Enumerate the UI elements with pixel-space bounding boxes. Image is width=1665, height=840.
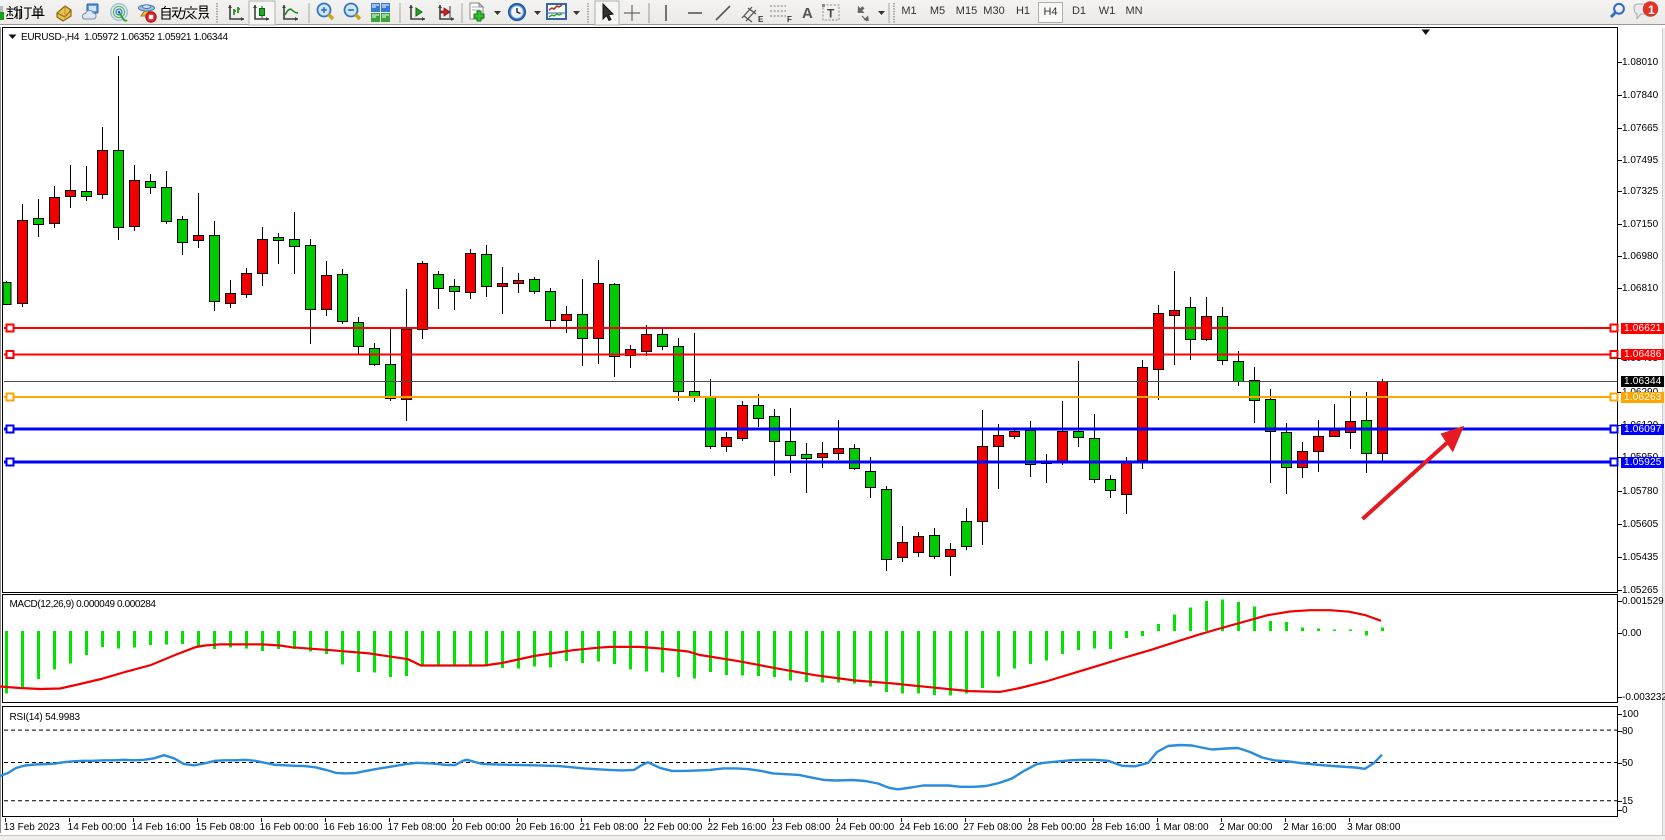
svg-text:A: A xyxy=(802,5,813,22)
svg-text:1: 1 xyxy=(1648,3,1655,17)
svg-text:T: T xyxy=(827,7,835,21)
svg-text:F: F xyxy=(787,15,792,24)
svg-text:E: E xyxy=(758,15,764,24)
